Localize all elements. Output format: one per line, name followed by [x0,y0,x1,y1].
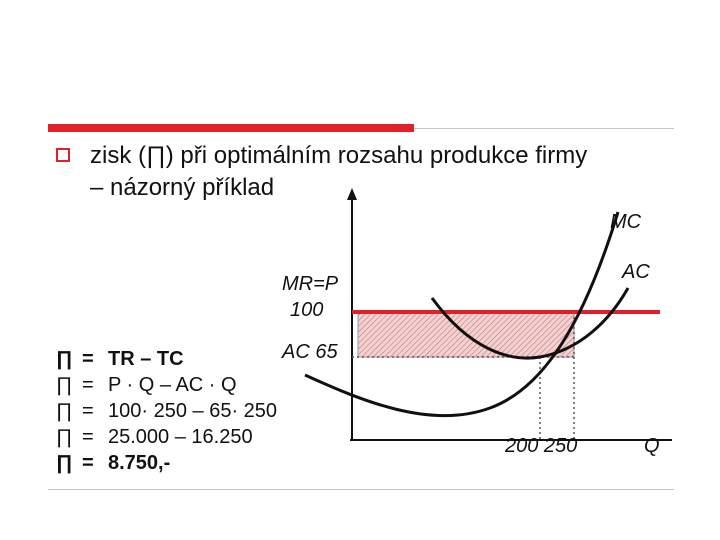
y-axis-arrow-icon [347,188,357,200]
title-accent-bar [48,124,414,132]
slide-heading: zisk (∏) při optimálním rozsahu produkce… [90,140,587,204]
profit-symbol: ∏ [56,426,73,448]
calc-row: ∏ = 8.750,- [56,450,277,476]
calc-row: ∏ = 25.000 – 16.250 [56,424,277,450]
equals-sign: = [82,452,94,474]
calc-row: ∏ = TR – TC [56,346,277,372]
title-rule [414,128,674,129]
calc-expression: 25.000 – 16.250 [108,426,253,448]
calc-expression: 8.750,- [108,452,171,474]
calc-expression: 100· 250 – 65· 250 [108,400,278,422]
heading-line-1: zisk (∏) při optimálním rozsahu produkce… [90,142,588,169]
calc-row: ∏ = P · Q – AC · Q [56,372,277,398]
heading-line-2: – názorný příklad [90,174,275,201]
price-value-label: 100 [290,299,323,321]
mr-p-label: MR=P [282,273,339,295]
bullet-square-icon [56,148,70,162]
equals-sign: = [82,426,94,448]
profit-calculation: ∏ = TR – TC ∏ = P · Q – AC · Q ∏ = 100· … [56,346,277,476]
ac-label: AC [621,261,650,283]
quantity-values-label: 200 250 [504,435,577,457]
mc-label: MC [610,211,642,233]
ac-curve [430,287,630,360]
profit-symbol: ∏ [56,374,73,396]
profit-symbol: ∏ [56,452,73,474]
calc-row: ∏ = 100· 250 – 65· 250 [56,398,277,424]
profit-symbol: ∏ [56,400,73,422]
bottom-rule [48,489,674,490]
mc-curve [304,211,620,418]
equals-sign: = [82,348,94,370]
equals-sign: = [82,374,94,396]
q-axis-label: Q [644,435,660,457]
equals-sign: = [82,400,94,422]
calc-expression: P · Q – AC · Q [108,374,237,396]
ac-value-label: AC 65 [281,341,338,363]
profit-symbol: ∏ [56,348,73,370]
calc-expression: TR – TC [108,348,184,370]
